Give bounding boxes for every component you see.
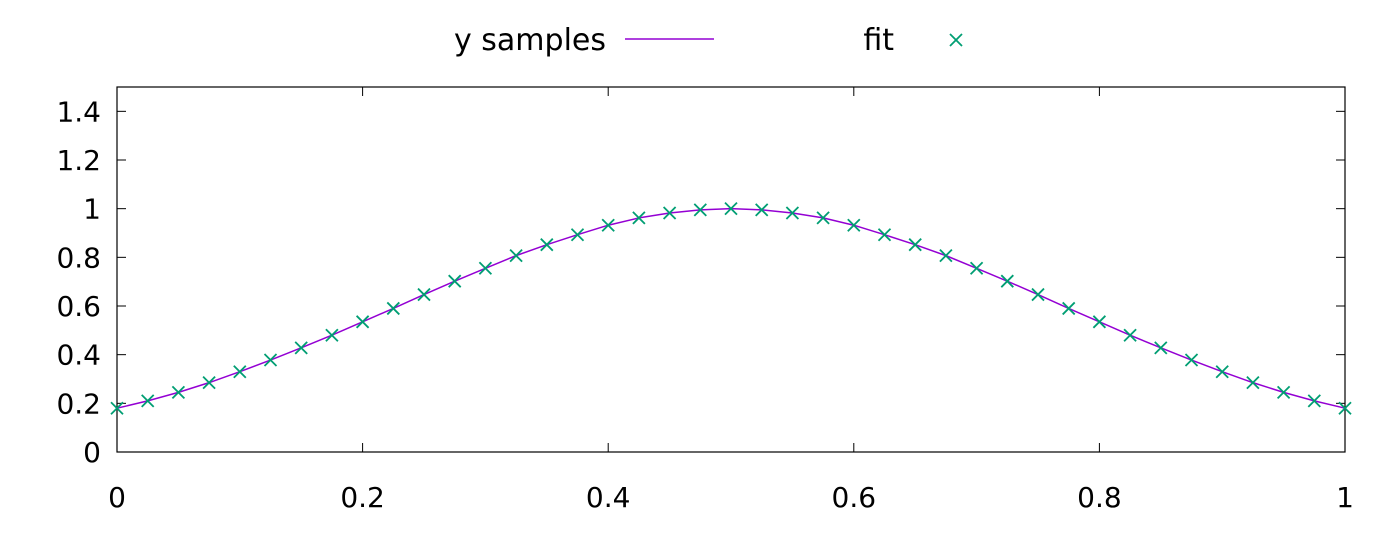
fit-point	[724, 202, 738, 216]
fit-point	[662, 206, 677, 220]
series-fit	[110, 202, 1352, 415]
fit-point	[1246, 376, 1260, 390]
series-y-samples	[116, 207, 1346, 409]
x-tick-label: 1	[1336, 481, 1354, 514]
fit-point	[325, 328, 339, 342]
y-tick-label: 0.8	[56, 241, 101, 274]
fit-point	[1276, 385, 1291, 400]
fit-point	[1307, 394, 1321, 408]
fit-point	[939, 248, 953, 263]
fit-point	[877, 228, 892, 242]
fit-point	[632, 211, 646, 225]
fit-point	[816, 211, 830, 225]
x-tick-label: 0.4	[586, 481, 631, 514]
fit-point	[1154, 341, 1168, 355]
fit-point	[847, 218, 861, 232]
y-tick-label: 0.6	[56, 290, 101, 323]
legend-marker-fit	[949, 33, 963, 47]
fit-point	[1062, 301, 1076, 316]
fit-point	[1031, 287, 1045, 302]
fit-point	[294, 341, 308, 355]
legend-label-y-samples: y samples	[454, 23, 606, 58]
fit-point	[785, 206, 800, 220]
y-tick-label: 1.4	[56, 95, 101, 128]
y-tick-label: 1	[83, 193, 101, 226]
fit-point	[1338, 401, 1352, 415]
fit-point	[1092, 315, 1107, 329]
fit-point	[386, 301, 400, 316]
fit-point	[509, 248, 523, 263]
fit-point	[202, 376, 216, 390]
fit-point	[1123, 328, 1137, 342]
x-tick-label: 0.8	[1077, 481, 1122, 514]
fit-point	[540, 238, 554, 252]
fit-point	[141, 394, 155, 408]
x-tick-label: 0	[108, 481, 126, 514]
y-tick-label: 0.4	[56, 339, 101, 372]
fit-point	[908, 238, 922, 252]
fit-point	[601, 218, 615, 232]
fit-point	[263, 353, 278, 367]
axes	[116, 86, 1346, 453]
fit-point	[110, 401, 124, 415]
fit-point	[448, 274, 462, 288]
y-tick-label: 0	[83, 436, 101, 469]
series-line-y-samples	[116, 207, 1346, 409]
fit-point	[171, 385, 186, 400]
y-tick-label: 1.2	[56, 144, 101, 177]
legend: y samples fit	[454, 23, 963, 58]
fit-point	[755, 203, 769, 217]
ticks: 0 0.2 0.4 0.6 0.8 1 0 0.2 0.4 0.6 0.8 1 1.2 1.4	[56, 87, 1354, 514]
fit-point	[1215, 365, 1229, 379]
y-tick-label: 0.2	[56, 387, 101, 420]
fit-point	[570, 228, 585, 242]
x-tick-label: 0.2	[340, 481, 385, 514]
fit-point	[478, 261, 493, 275]
legend-label-fit: fit	[863, 23, 894, 58]
fit-point	[1000, 274, 1014, 288]
x-tick-label: 0.6	[832, 481, 877, 514]
fit-point	[1184, 353, 1199, 367]
fit-point	[693, 203, 707, 217]
fit-point	[233, 365, 247, 379]
fit-point	[417, 287, 431, 302]
plot-frame	[116, 86, 1346, 453]
fit-point	[969, 261, 984, 275]
fit-point	[355, 315, 370, 329]
